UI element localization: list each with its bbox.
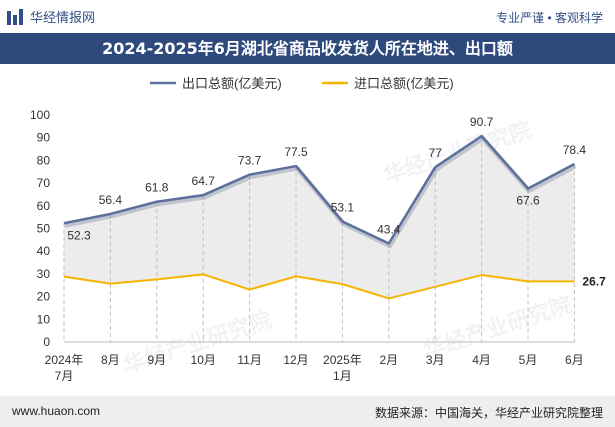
- export-data-label: 73.7: [238, 154, 262, 168]
- x-tick-label: 3月: [426, 353, 445, 367]
- x-tick-label: 2025年: [323, 353, 362, 367]
- series-lines: [63, 134, 577, 300]
- x-tick-label: 7月: [55, 369, 74, 383]
- x-tick-label: 4月: [472, 353, 491, 367]
- import-data-label: 26.7: [582, 274, 606, 288]
- y-tick-label: 30: [37, 267, 51, 281]
- x-tick-label: 2024年: [45, 353, 84, 367]
- legend: 出口总额(亿美元) 进口总额(亿美元): [150, 76, 454, 91]
- y-axis: 0 10 20 30 40 50 60 70 80 90 100: [30, 108, 575, 349]
- export-data-label: 52.3: [67, 228, 91, 242]
- export-data-label: 78.4: [563, 143, 587, 157]
- chart-title: 2024-2025年6月湖北省商品收发货人所在地进、出口额: [102, 39, 513, 58]
- y-tick-label: 40: [37, 244, 51, 258]
- x-tick-label: 8月: [101, 353, 120, 367]
- x-axis: 2024年 7月 8月 9月 10月 11月 12月 2025年 1月 2月 3月 4月 5月 6月: [45, 353, 584, 383]
- x-tick-label: 2月: [379, 353, 398, 367]
- logo-icon: [6, 8, 24, 26]
- x-tick-label: 1月: [333, 369, 352, 383]
- x-tick-label: 5月: [519, 353, 538, 367]
- x-tick-label: 12月: [283, 353, 308, 367]
- top-bar: 华经情报网 专业严谨 • 客观科学: [0, 0, 615, 33]
- y-tick-label: 10: [37, 312, 51, 326]
- export-data-label: 67.6: [516, 194, 540, 208]
- footer: www.huaon.com 数据来源：中国海关，华经产业研究院整理: [0, 396, 615, 427]
- export-data-label: 77.5: [284, 145, 308, 159]
- legend-label: 进口总额(亿美元): [354, 76, 454, 91]
- data-source: 数据来源：中国海关，华经产业研究院整理: [374, 406, 603, 420]
- x-tick-label: 10月: [191, 353, 216, 367]
- tagline: 专业严谨 • 客观科学: [496, 11, 603, 25]
- y-tick-label: 60: [37, 199, 51, 213]
- export-data-label: 90.7: [470, 115, 494, 129]
- x-tick-label: 9月: [147, 353, 166, 367]
- area-layer: [64, 136, 575, 299]
- y-tick-label: 80: [37, 153, 51, 167]
- y-tick-label: 20: [37, 290, 51, 304]
- brand-name: 华经情报网: [30, 10, 96, 25]
- title-bar: 2024-2025年6月湖北省商品收发货人所在地进、出口额: [0, 33, 615, 64]
- export-data-label: 77: [429, 146, 443, 160]
- brand: 华经情报网: [6, 7, 95, 26]
- export-data-label: 64.7: [192, 174, 216, 188]
- legend-label: 出口总额(亿美元): [182, 76, 282, 91]
- site-url: www.huaon.com: [12, 404, 101, 418]
- y-tick-label: 100: [30, 108, 50, 122]
- data-labels: 52.3 56.4 61.8 64.7 73.7 77.5 53.1 43.4 77 90.7 67…: [67, 115, 606, 288]
- import-line: [63, 273, 575, 300]
- export-import-gap-area: [64, 136, 575, 299]
- drop-lines: [63, 136, 575, 342]
- y-tick-label: 0: [43, 335, 50, 349]
- export-data-label: 43.4: [377, 222, 401, 236]
- export-line: [63, 134, 575, 245]
- export-data-label: 61.8: [145, 181, 169, 195]
- y-tick-label: 90: [37, 131, 51, 145]
- x-tick-label: 6月: [565, 353, 584, 367]
- export-data-label: 56.4: [99, 193, 123, 207]
- x-tick-label: 11月: [237, 353, 261, 367]
- y-tick-label: 50: [37, 222, 51, 236]
- y-tick-label: 70: [37, 176, 51, 190]
- export-data-label: 53.1: [331, 200, 355, 214]
